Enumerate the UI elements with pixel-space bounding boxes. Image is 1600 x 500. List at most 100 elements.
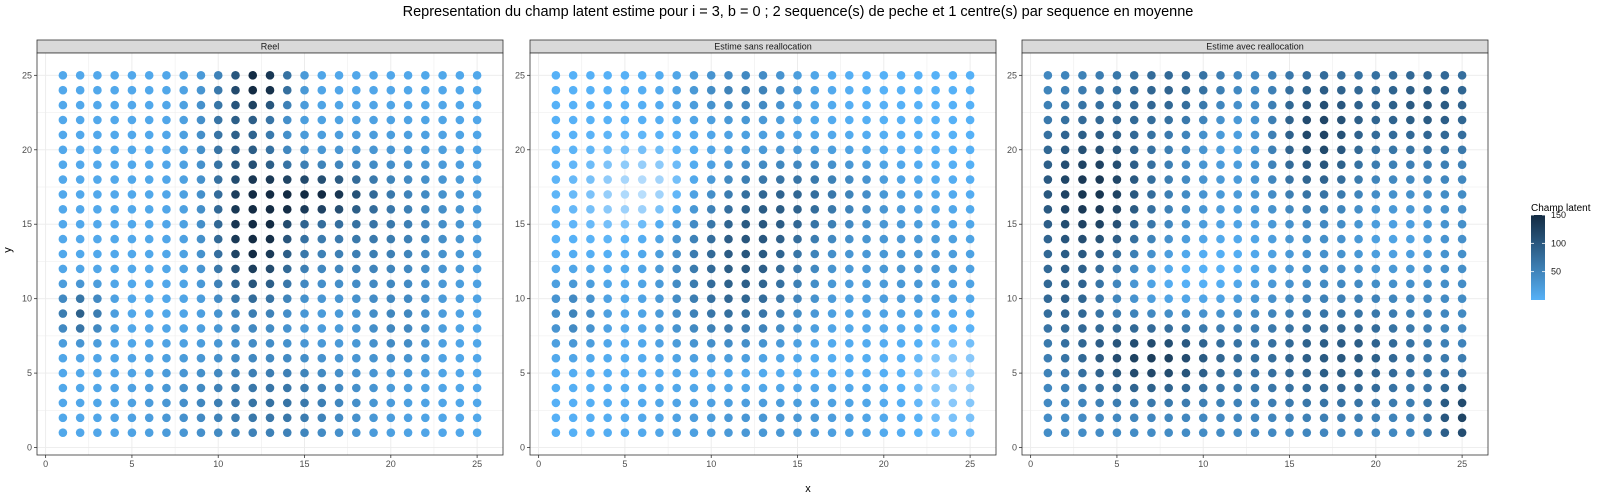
data-point — [93, 353, 102, 363]
data-point — [369, 279, 378, 289]
data-point — [827, 249, 837, 259]
x-tick-label: 20 — [1371, 459, 1381, 469]
data-point — [455, 71, 465, 80]
data-point — [655, 413, 664, 423]
data-point — [1267, 264, 1277, 274]
data-point — [1181, 264, 1191, 274]
data-point — [213, 130, 223, 140]
data-point — [1233, 294, 1243, 303]
data-point — [421, 205, 430, 214]
data-point — [1216, 160, 1225, 169]
data-point — [827, 85, 837, 95]
data-point — [724, 85, 733, 95]
data-point — [655, 234, 664, 244]
data-point — [1337, 160, 1346, 169]
data-point — [1371, 353, 1381, 363]
data-point — [1233, 368, 1243, 378]
data-point — [948, 205, 958, 214]
data-point — [775, 175, 785, 184]
data-point — [1302, 145, 1312, 155]
data-point — [1285, 71, 1294, 80]
data-point — [689, 160, 699, 169]
data-point — [793, 115, 802, 125]
data-point — [369, 413, 378, 423]
data-point — [386, 145, 396, 155]
data-point — [914, 100, 923, 110]
data-point — [637, 100, 647, 110]
data-point — [586, 160, 595, 169]
data-point — [282, 279, 292, 289]
data-point — [282, 324, 292, 333]
data-point — [231, 145, 240, 155]
data-point — [551, 130, 561, 140]
data-point — [551, 249, 561, 259]
data-point — [1129, 309, 1139, 318]
data-point — [586, 115, 595, 125]
data-point — [1406, 294, 1415, 303]
data-point — [655, 428, 664, 437]
data-point — [144, 339, 154, 348]
data-point — [75, 219, 85, 229]
data-point — [741, 368, 751, 378]
data-point — [386, 264, 396, 274]
data-point — [775, 428, 785, 437]
y-tick-label: 15 — [22, 219, 32, 229]
data-point — [1216, 145, 1225, 155]
data-point — [896, 234, 906, 244]
data-point — [827, 130, 837, 140]
data-point — [472, 205, 482, 214]
y-tick-label: 20 — [22, 145, 32, 155]
data-point — [1216, 234, 1225, 244]
data-point — [265, 398, 275, 408]
data-point — [369, 309, 378, 318]
data-point — [58, 85, 68, 95]
data-point — [568, 130, 578, 140]
data-point — [231, 130, 240, 140]
data-point — [58, 368, 68, 378]
data-point — [334, 145, 344, 155]
data-point — [352, 279, 361, 289]
data-point — [93, 205, 102, 214]
data-point — [620, 383, 630, 393]
data-point — [568, 145, 578, 155]
data-point — [127, 160, 137, 169]
data-point — [317, 175, 327, 184]
data-point — [1423, 249, 1432, 259]
data-point — [334, 309, 344, 318]
data-point — [827, 309, 837, 318]
data-point — [1095, 219, 1104, 229]
data-point — [282, 190, 292, 199]
data-point — [1423, 71, 1432, 80]
data-point — [1337, 398, 1346, 408]
data-point — [58, 309, 68, 318]
data-point — [1388, 71, 1398, 80]
data-point — [93, 428, 102, 437]
data-point — [75, 160, 85, 169]
data-point — [603, 190, 612, 199]
data-point — [265, 294, 275, 303]
data-point — [793, 71, 802, 80]
data-point — [637, 190, 647, 199]
data-point — [196, 160, 206, 169]
data-point — [317, 398, 327, 408]
data-point — [914, 294, 923, 303]
data-point — [810, 309, 820, 318]
data-point — [352, 115, 361, 125]
data-point — [1164, 368, 1173, 378]
data-point — [1060, 100, 1070, 110]
data-point — [472, 353, 482, 363]
data-point — [438, 130, 447, 140]
data-point — [1337, 130, 1346, 140]
data-point — [248, 205, 258, 214]
data-point — [75, 309, 85, 318]
data-point — [334, 234, 344, 244]
data-point — [1216, 71, 1225, 80]
data-point — [1129, 279, 1139, 289]
data-point — [75, 339, 85, 348]
data-point — [386, 71, 396, 80]
data-point — [179, 100, 188, 110]
data-point — [1302, 368, 1312, 378]
data-point — [1181, 160, 1191, 169]
data-point — [689, 339, 699, 348]
data-point — [1319, 413, 1329, 423]
